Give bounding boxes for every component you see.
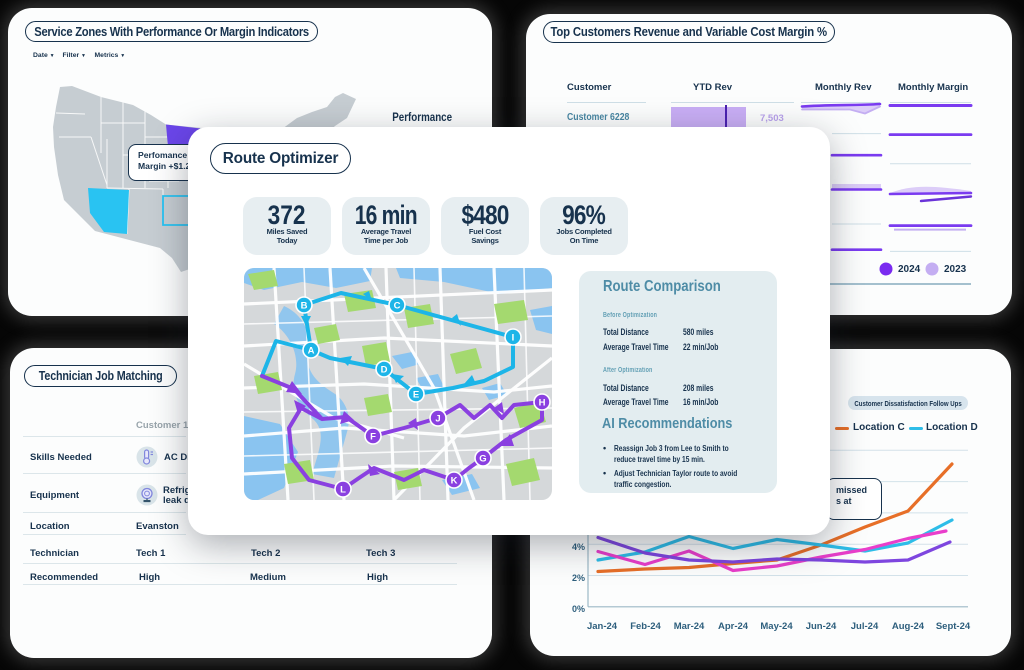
- svg-text:E: E: [413, 390, 419, 401]
- svg-text:F: F: [370, 432, 376, 443]
- svg-text:D: D: [381, 365, 388, 376]
- svg-text:C: C: [394, 301, 401, 312]
- svg-text:G: G: [479, 454, 486, 465]
- svg-text:L: L: [340, 485, 346, 496]
- svg-text:H: H: [539, 398, 546, 409]
- svg-text:K: K: [451, 476, 458, 487]
- svg-text:I: I: [512, 333, 515, 344]
- svg-text:J: J: [435, 414, 440, 425]
- svg-text:B: B: [301, 301, 308, 312]
- svg-text:A: A: [308, 346, 315, 357]
